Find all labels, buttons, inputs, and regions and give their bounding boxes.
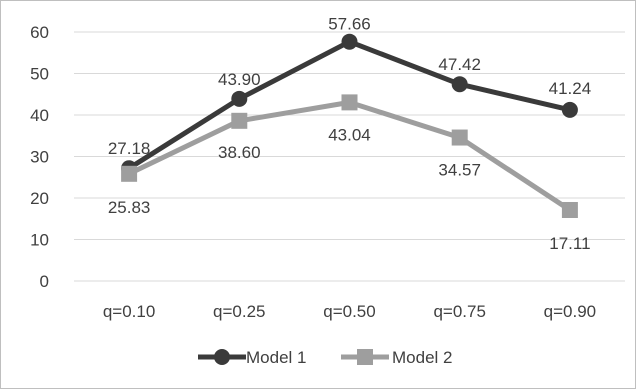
y-tick-label: 0 [40, 272, 49, 291]
legend-marker-2 [357, 349, 373, 365]
series-2-point [561, 201, 578, 218]
series-2-data-label: 34.57 [438, 161, 481, 180]
series-2-point [231, 112, 248, 129]
series-1-point [561, 101, 578, 118]
x-tick-label: q=0.90 [544, 302, 596, 321]
x-tick-label: q=0.50 [323, 302, 375, 321]
series-1-data-label: 57.66 [328, 15, 371, 34]
legend-label-2: Model 2 [392, 348, 452, 367]
series-2-data-label: 43.04 [328, 125, 371, 144]
y-tick-label: 10 [30, 231, 49, 250]
series-2-point [451, 129, 468, 146]
y-tick-label: 60 [30, 23, 49, 42]
legend-label-1: Model 1 [246, 348, 306, 367]
series-2-data-label: 38.60 [218, 143, 261, 162]
series-1-data-label: 47.42 [438, 55, 481, 74]
series-2-point [341, 94, 358, 111]
series-1-point [231, 90, 248, 107]
x-tick-label: q=0.10 [103, 302, 155, 321]
y-tick-label: 50 [30, 65, 49, 84]
series-2-point [121, 165, 138, 182]
series-1-point [341, 33, 358, 50]
series-2-data-label: 17.11 [549, 234, 590, 253]
x-tick-label: q=0.75 [433, 302, 485, 321]
series-1-data-label: 27.18 [108, 139, 151, 158]
series-1-point [451, 76, 468, 93]
legend-marker-1 [214, 349, 230, 365]
y-tick-label: 30 [30, 148, 49, 167]
y-tick-label: 20 [30, 189, 49, 208]
x-tick-label: q=0.25 [213, 302, 265, 321]
y-tick-label: 40 [30, 106, 49, 125]
series-1-data-label: 41.24 [549, 79, 592, 98]
series-2-data-label: 25.83 [108, 198, 151, 217]
series-1-data-label: 43.90 [218, 70, 261, 89]
